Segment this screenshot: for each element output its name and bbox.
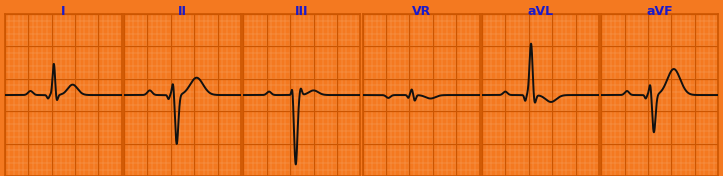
Text: aVL: aVL <box>527 5 554 18</box>
Text: I: I <box>61 5 66 18</box>
Text: VR: VR <box>411 5 431 18</box>
Text: II: II <box>178 5 187 18</box>
Text: aVF: aVF <box>646 5 673 18</box>
Text: III: III <box>295 5 309 18</box>
